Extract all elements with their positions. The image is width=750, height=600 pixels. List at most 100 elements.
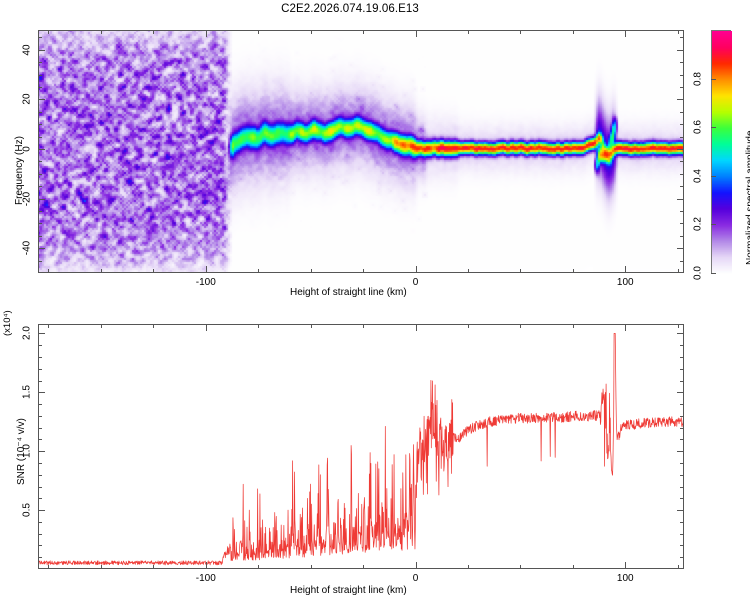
colorbar [711, 30, 732, 274]
axis-minor-tick [38, 223, 42, 225]
colorbar-tick [711, 175, 716, 177]
axis-minor-tick [680, 62, 684, 64]
axis-minor-tick [467, 30, 469, 34]
axis-minor-tick [38, 37, 42, 39]
colorbar-tick-label: 0.0 [692, 266, 704, 280]
axis-tick [38, 99, 45, 101]
axis-minor-tick [38, 533, 42, 535]
axis-tick [205, 30, 207, 37]
y-tick-label: -40 [21, 240, 33, 256]
axis-minor-tick [38, 415, 42, 417]
y-tick-label: 20 [21, 93, 33, 105]
axis-minor-tick [680, 124, 684, 126]
axis-minor-tick [38, 87, 42, 89]
axis-minor-tick [680, 235, 684, 237]
axis-minor-tick [38, 173, 42, 175]
axis-minor-tick [38, 545, 42, 547]
snr-ylabel: SNR (10⁻⁴ v/v) [16, 418, 27, 485]
colorbar-gradient [712, 31, 732, 274]
axis-minor-tick [680, 462, 684, 464]
axis-minor-tick [100, 269, 102, 273]
axis-minor-tick [38, 62, 42, 64]
axis-minor-tick [38, 124, 42, 126]
axis-minor-tick [680, 74, 684, 76]
axis-minor-tick [38, 136, 42, 138]
axis-tick [677, 149, 684, 151]
snr-xlabel: Height of straight line (km) [290, 585, 407, 596]
axis-tick [415, 324, 417, 331]
y-tick-label: 2.0 [21, 326, 33, 341]
axis-minor-tick [38, 211, 42, 212]
x-tick-label: 0 [412, 277, 419, 288]
axis-minor-tick [680, 345, 684, 347]
axis-tick [677, 451, 684, 453]
spectrogram-image [38, 30, 684, 273]
axis-tick [38, 49, 45, 51]
axis-minor-tick [310, 324, 312, 328]
axis-minor-tick [38, 474, 42, 476]
colorbar-tick-label: 0.8 [692, 71, 704, 86]
axis-minor-tick [680, 136, 684, 138]
x-tick-label: 100 [616, 277, 634, 288]
colorbar-tick [711, 127, 716, 129]
axis-tick [38, 149, 45, 151]
spectrogram-xlabel: Height of straight line (km) [290, 287, 407, 298]
figure-title: C2E2.2026.074.19.06.E13 [281, 3, 419, 15]
axis-minor-tick [153, 324, 155, 328]
x-tick-label: -100 [195, 573, 216, 584]
axis-minor-tick [520, 565, 522, 569]
axis-tick [677, 99, 684, 101]
axis-minor-tick [100, 324, 102, 328]
axis-minor-tick [680, 439, 684, 441]
axis-tick [38, 333, 45, 335]
axis-minor-tick [38, 521, 42, 523]
axis-minor-tick [38, 368, 42, 370]
colorbar-tick-label: 0.6 [692, 120, 704, 135]
axis-tick [677, 198, 684, 200]
axis-tick [415, 30, 417, 37]
axis-tick [38, 248, 45, 250]
x-tick-label: 0 [412, 573, 419, 584]
spectrogram-panel [38, 30, 684, 273]
colorbar-tick [711, 273, 716, 274]
axis-minor-tick [38, 486, 42, 488]
axis-minor-tick [680, 37, 684, 39]
y-tick-label: 1.5 [21, 385, 33, 400]
axis-tick [38, 198, 45, 200]
axis-minor-tick [38, 186, 42, 188]
axis-minor-tick [677, 324, 679, 328]
axis-tick [38, 392, 45, 394]
snr-line-plot [38, 324, 684, 569]
axis-minor-tick [363, 30, 365, 34]
axis-minor-tick [258, 324, 260, 328]
axis-minor-tick [38, 462, 42, 464]
axis-minor-tick [38, 427, 42, 429]
axis-minor-tick [153, 269, 155, 273]
axis-minor-tick [680, 211, 684, 212]
axis-tick [38, 510, 45, 512]
axis-minor-tick [680, 521, 684, 523]
axis-tick [38, 451, 45, 453]
axis-minor-tick [38, 345, 42, 347]
axis-tick [205, 266, 207, 273]
axis-minor-tick [100, 30, 102, 34]
snr-frame [38, 324, 684, 569]
axis-minor-tick [572, 30, 574, 34]
colorbar-tick [711, 78, 716, 80]
axis-minor-tick [153, 565, 155, 569]
axis-tick [625, 324, 627, 331]
axis-minor-tick [572, 269, 574, 273]
axis-tick [677, 49, 684, 51]
axis-minor-tick [572, 324, 574, 328]
x-tick-label: 100 [616, 573, 634, 584]
axis-minor-tick [680, 486, 684, 488]
axis-minor-tick [680, 161, 684, 163]
spectrogram-ylabel: Frequency (Hz) [14, 136, 25, 205]
colorbar-label: Normalized spectral amplitude [745, 130, 750, 265]
axis-minor-tick [680, 474, 684, 476]
axis-tick [625, 266, 627, 273]
axis-minor-tick [38, 74, 42, 76]
axis-minor-tick [48, 324, 50, 328]
colorbar-tick [711, 224, 716, 226]
